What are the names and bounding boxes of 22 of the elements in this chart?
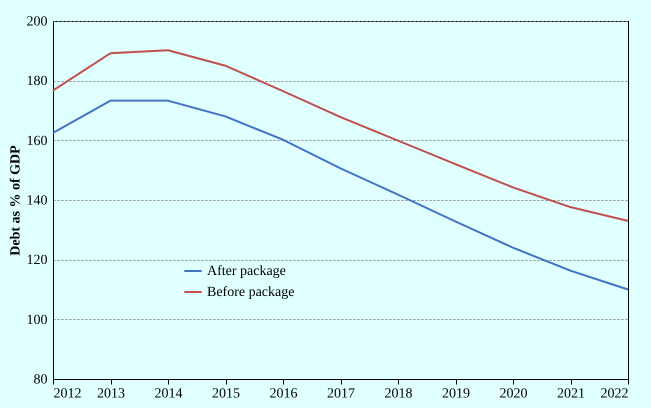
- x-tick-label: 2020: [500, 386, 528, 402]
- y-tick-label: 160: [26, 134, 48, 149]
- y-tick-label: 100: [26, 312, 48, 328]
- x-tick-label: 2021: [557, 386, 585, 402]
- line-series: [52, 49, 629, 222]
- x-tick-label: 2017: [327, 386, 355, 402]
- x-tick-label: 2015: [212, 386, 240, 402]
- x-tick-label: 2022: [600, 386, 628, 402]
- y-tick-label: 200: [26, 14, 48, 30]
- y-tick-label: 120: [26, 253, 48, 268]
- y-tick-label: 180: [26, 74, 48, 90]
- x-tick-label: 2018: [384, 386, 412, 402]
- x-tick-label: 2014: [154, 386, 182, 402]
- x-tick-label: 2013: [97, 386, 125, 402]
- y-tick-label: 140: [26, 194, 48, 208]
- legend-label: Before package: [207, 285, 294, 300]
- legend-label: After package: [207, 264, 286, 279]
- x-tick-label: 2012: [54, 386, 82, 402]
- y-axis-title: Debt as % of GDP: [8, 144, 24, 256]
- x-tick-label: 2016: [270, 386, 298, 402]
- y-tick-label: 80: [34, 372, 48, 388]
- x-tick-label: 2019: [442, 386, 470, 402]
